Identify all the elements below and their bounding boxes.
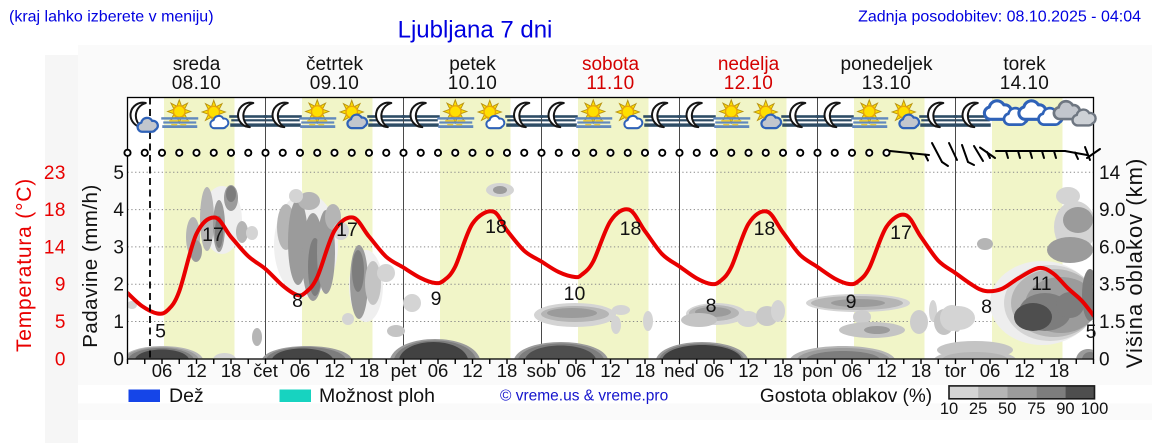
svg-text:100: 100 (1081, 400, 1109, 418)
svg-text:Gostota oblakov (%): Gostota oblakov (%) (760, 386, 932, 407)
svg-text:9: 9 (431, 288, 442, 310)
svg-text:90: 90 (1056, 400, 1074, 418)
svg-text:6.0: 6.0 (1099, 237, 1125, 258)
svg-text:06: 06 (842, 360, 863, 381)
svg-text:sreda: sreda (173, 54, 221, 75)
svg-text:18: 18 (911, 360, 932, 381)
svg-text:10: 10 (940, 400, 958, 418)
svg-text:18: 18 (221, 360, 242, 381)
svg-text:3.5: 3.5 (1099, 275, 1125, 296)
svg-text:10.10: 10.10 (448, 73, 498, 94)
svg-text:(kraj lahko izberete v meniju): (kraj lahko izberete v meniju) (9, 9, 214, 26)
svg-text:18: 18 (620, 218, 642, 240)
svg-text:13.10: 13.10 (862, 73, 912, 94)
svg-text:12: 12 (600, 360, 621, 381)
svg-text:08.10: 08.10 (172, 73, 222, 94)
svg-text:tor: tor (945, 360, 967, 381)
svg-text:petek: petek (449, 54, 496, 75)
svg-text:12: 12 (738, 360, 759, 381)
svg-text:1.5: 1.5 (1099, 312, 1125, 333)
svg-text:Zadnja posodobitev: 08.10.2025: Zadnja posodobitev: 08.10.2025 - 04:04 (858, 9, 1141, 26)
svg-text:8: 8 (706, 295, 717, 317)
svg-text:12: 12 (876, 360, 897, 381)
svg-text:18: 18 (359, 360, 380, 381)
svg-text:06: 06 (428, 360, 449, 381)
svg-text:1: 1 (113, 312, 124, 333)
svg-text:čet: čet (253, 360, 278, 381)
svg-text:17: 17 (202, 224, 224, 246)
svg-text:17: 17 (336, 219, 358, 241)
svg-text:11: 11 (1031, 273, 1051, 295)
svg-text:8: 8 (981, 296, 992, 318)
svg-text:Padavine (mm/h): Padavine (mm/h) (79, 184, 102, 348)
svg-text:23: 23 (44, 163, 66, 184)
svg-text:18: 18 (1049, 360, 1070, 381)
svg-text:Dež: Dež (169, 385, 204, 407)
svg-text:9: 9 (846, 291, 857, 313)
svg-text:8: 8 (292, 290, 303, 312)
svg-text:18: 18 (44, 200, 66, 221)
svg-text:06: 06 (980, 360, 1001, 381)
svg-text:17: 17 (890, 222, 912, 244)
svg-text:18: 18 (485, 216, 507, 238)
svg-text:06: 06 (290, 360, 311, 381)
svg-text:2: 2 (113, 275, 124, 296)
svg-text:ned: ned (664, 360, 695, 381)
svg-text:18: 18 (773, 360, 794, 381)
svg-text:75: 75 (1027, 400, 1045, 418)
svg-text:5: 5 (1086, 321, 1097, 343)
svg-text:06: 06 (704, 360, 725, 381)
svg-text:12: 12 (462, 360, 483, 381)
svg-text:Višina oblakov (km): Višina oblakov (km) (1122, 158, 1147, 369)
svg-text:0: 0 (1099, 350, 1110, 371)
svg-text:5: 5 (155, 321, 166, 343)
svg-text:12: 12 (186, 360, 207, 381)
svg-text:9.0: 9.0 (1099, 200, 1125, 221)
svg-text:12: 12 (1014, 360, 1035, 381)
svg-text:Možnost ploh: Možnost ploh (319, 385, 435, 407)
svg-text:12.10: 12.10 (724, 73, 774, 94)
svg-text:ponedeljek: ponedeljek (841, 54, 933, 75)
svg-text:18: 18 (635, 360, 656, 381)
svg-text:0: 0 (113, 350, 124, 371)
svg-text:14: 14 (1099, 163, 1121, 184)
svg-text:09.10: 09.10 (310, 73, 360, 94)
svg-text:pon: pon (802, 360, 833, 381)
svg-text:14: 14 (44, 237, 66, 258)
svg-text:nedelja: nedelja (718, 54, 780, 75)
svg-text:Ljubljana 7 dni: Ljubljana 7 dni (398, 16, 553, 43)
svg-text:10: 10 (564, 283, 586, 305)
svg-text:sob: sob (527, 360, 557, 381)
svg-text:5: 5 (113, 163, 124, 184)
svg-text:Temperatura (°C): Temperatura (°C) (13, 178, 36, 352)
svg-text:3: 3 (113, 237, 124, 258)
svg-text:0: 0 (55, 350, 66, 371)
svg-text:4: 4 (113, 200, 124, 221)
svg-text:četrtek: četrtek (306, 54, 364, 75)
svg-text:50: 50 (998, 400, 1016, 418)
svg-text:© vreme.us & vreme.pro: © vreme.us & vreme.pro (500, 388, 668, 405)
svg-text:pet: pet (391, 360, 417, 381)
svg-text:5: 5 (55, 312, 66, 333)
svg-text:18: 18 (497, 360, 518, 381)
svg-text:06: 06 (566, 360, 587, 381)
svg-text:9: 9 (55, 275, 66, 296)
svg-text:sobota: sobota (582, 54, 639, 75)
svg-text:torek: torek (1003, 54, 1046, 75)
svg-text:18: 18 (754, 218, 776, 240)
svg-text:06: 06 (152, 360, 173, 381)
svg-text:25: 25 (969, 400, 987, 418)
svg-text:12: 12 (324, 360, 345, 381)
svg-text:14.10: 14.10 (1000, 73, 1050, 94)
svg-text:11.10: 11.10 (586, 73, 634, 94)
